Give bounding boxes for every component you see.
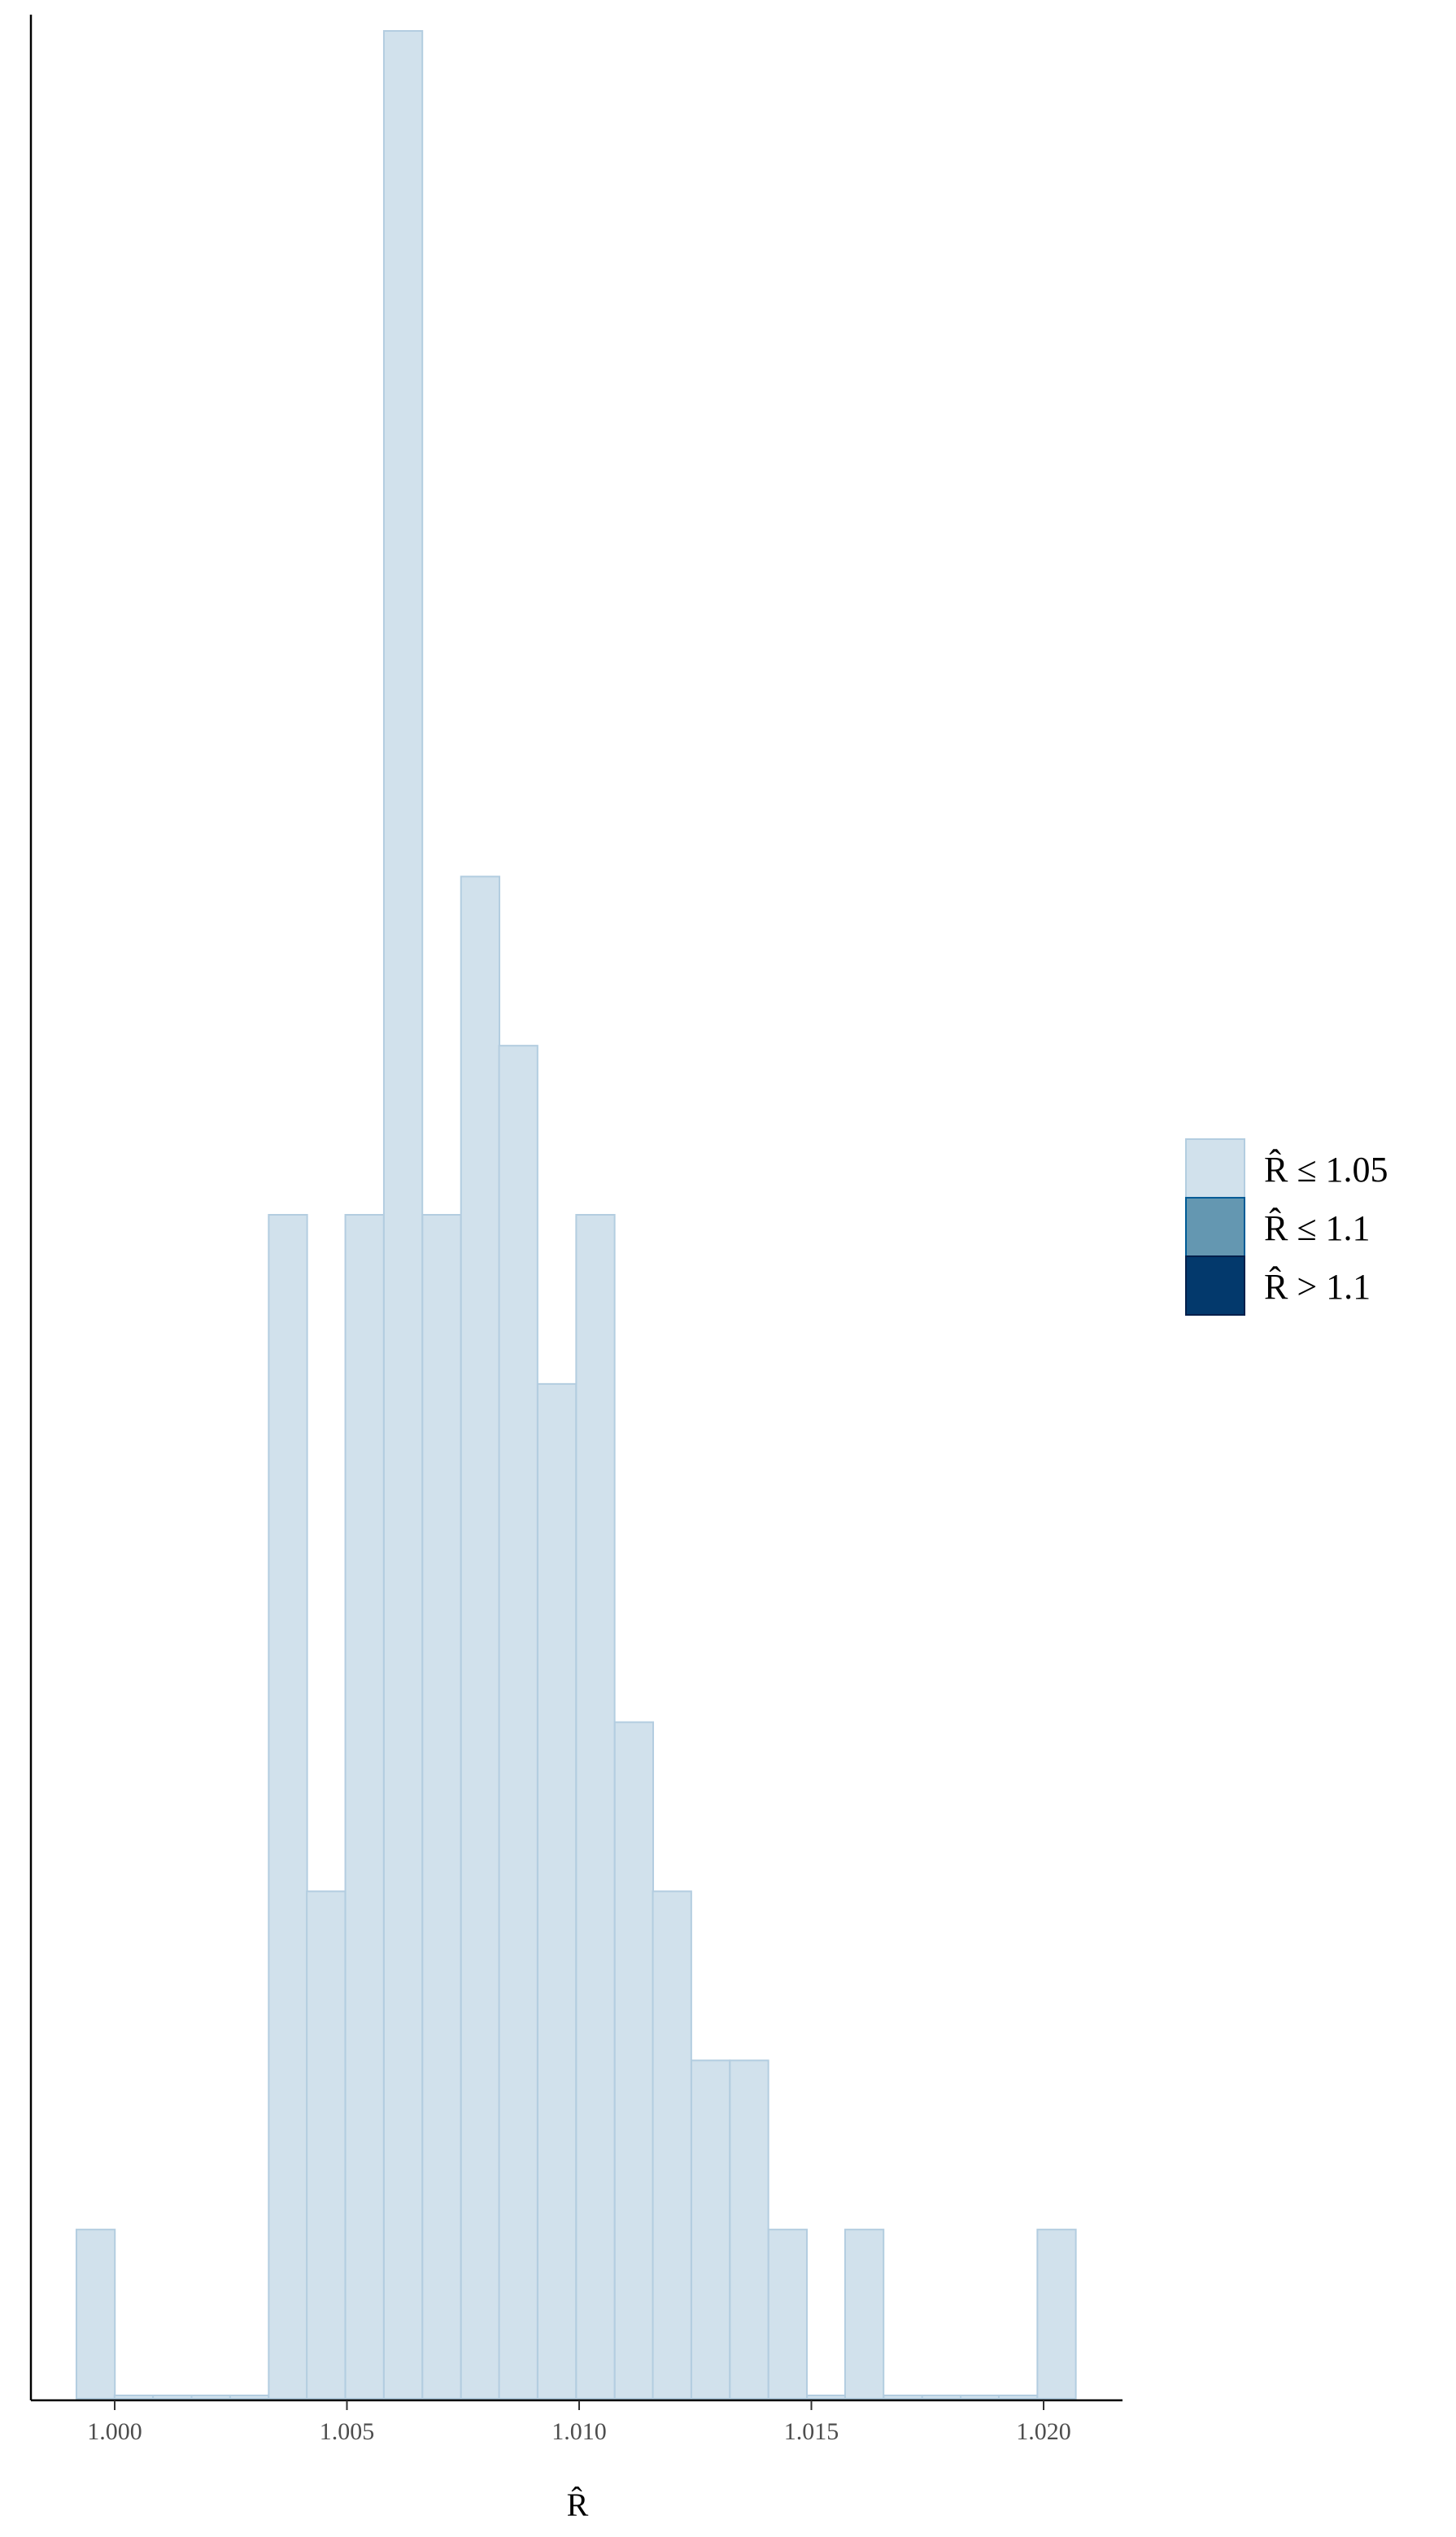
x-tick-label-1: 1.005 (320, 2418, 375, 2445)
histogram-bar-11 (498, 1045, 538, 2399)
legend: R̂ ≤ 1.05 R̂ ≤ 1.1 R̂ > 1.1 (1185, 1138, 1388, 1316)
histogram-bar-2 (152, 2395, 193, 2399)
histogram-bar-5 (268, 1214, 308, 2399)
histogram-bar-16 (690, 2059, 731, 2399)
histogram-bar-8 (382, 30, 424, 2399)
legend-key-2 (1185, 1255, 1245, 1316)
histogram-bar-6 (306, 1890, 347, 2399)
x-axis-ticks: 1.000 1.005 1.010 1.015 1.020 (87, 2400, 1071, 2445)
histogram-bar-15 (652, 1890, 692, 2399)
legend-key-0 (1185, 1138, 1245, 1199)
histogram-bar-7 (344, 1214, 385, 2399)
histogram-bar-25 (1036, 2229, 1077, 2399)
x-tick-label-4: 1.020 (1016, 2418, 1071, 2445)
x-tick-label-2: 1.010 (551, 2418, 607, 2445)
histogram-bar-23 (960, 2395, 1000, 2399)
histogram-bar-12 (536, 1382, 578, 2399)
histogram-bar-19 (806, 2395, 847, 2399)
histogram-bars (75, 30, 1077, 2400)
histogram-bar-0 (75, 2229, 116, 2399)
histogram-bar-14 (613, 1721, 655, 2400)
legend-key-1 (1185, 1197, 1245, 1257)
histogram-bar-17 (729, 2059, 769, 2399)
x-axis-title: R̂ (567, 2487, 589, 2523)
histogram-bar-13 (575, 1214, 616, 2399)
histogram-bar-1 (113, 2395, 155, 2399)
histogram-bar-3 (190, 2395, 231, 2399)
legend-label-1: R̂ ≤ 1.1 (1264, 1207, 1371, 1248)
histogram-bar-4 (229, 2395, 270, 2399)
histogram-bar-21 (883, 2395, 923, 2399)
histogram-bar-9 (421, 1214, 462, 2399)
x-tick-label-3: 1.015 (784, 2418, 839, 2445)
histogram-bar-18 (767, 2229, 809, 2399)
histogram-bar-24 (997, 2395, 1039, 2399)
legend-label-2: R̂ > 1.1 (1264, 1266, 1371, 1307)
histogram-bar-10 (460, 876, 501, 2399)
histogram-bar-22 (921, 2395, 962, 2399)
x-tick-label-0: 1.000 (87, 2418, 142, 2445)
histogram-bar-20 (844, 2229, 885, 2399)
legend-label-0: R̂ ≤ 1.05 (1264, 1149, 1388, 1190)
